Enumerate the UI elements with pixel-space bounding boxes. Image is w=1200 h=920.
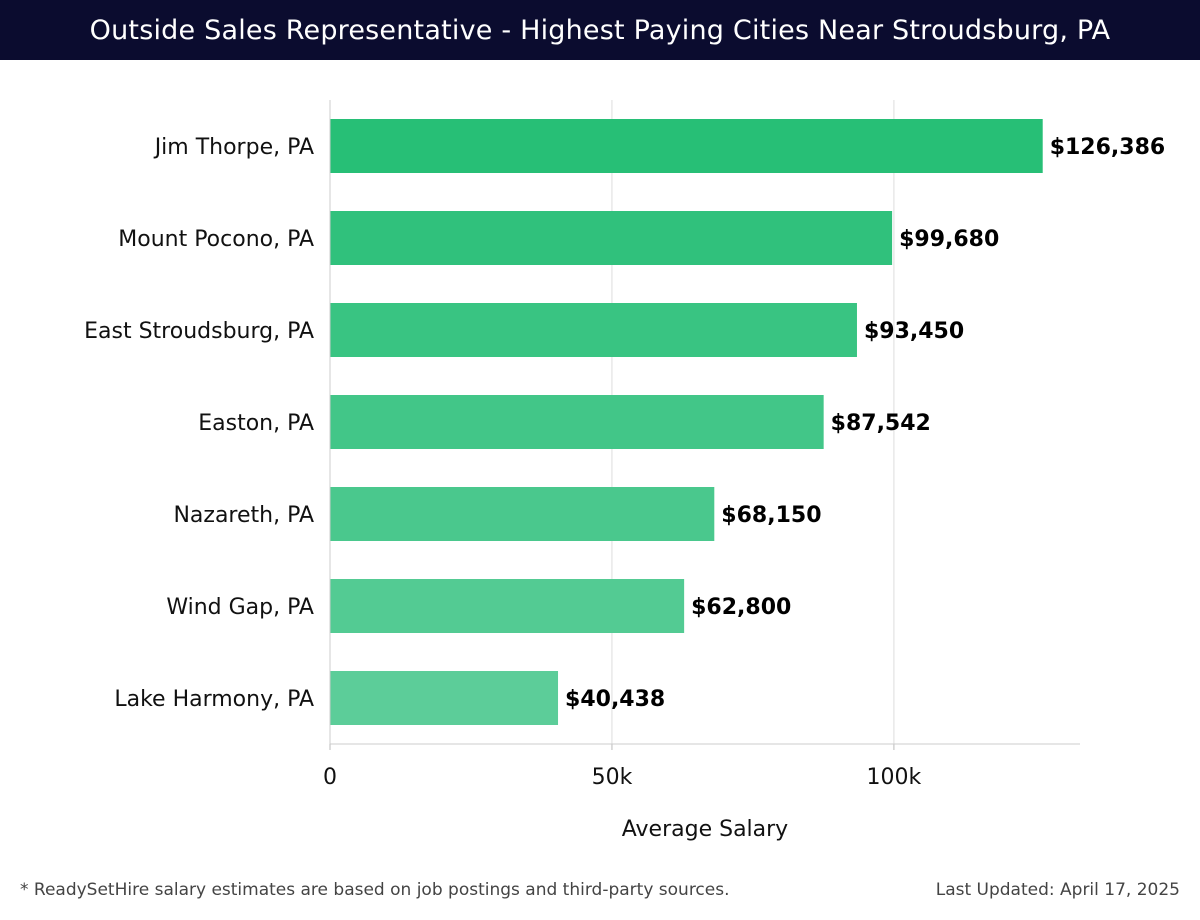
category-label: Jim Thorpe, PA [153, 135, 314, 160]
bar-layer [330, 119, 1043, 725]
category-label: Lake Harmony, PA [114, 687, 314, 712]
category-label: Wind Gap, PA [166, 595, 314, 620]
bar [330, 671, 559, 725]
bar [330, 487, 715, 541]
category-label: Mount Pocono, PA [118, 227, 314, 252]
value-label: $40,438 [565, 687, 665, 712]
axis-layer: 0 50k 100k [323, 100, 1080, 790]
footer-disclaimer: * ReadySetHire salary estimates are base… [20, 880, 730, 900]
bar [330, 303, 857, 357]
chart-title: Outside Sales Representative - Highest P… [89, 14, 1111, 46]
title-bar: Outside Sales Representative - Highest P… [0, 0, 1200, 60]
category-label: Nazareth, PA [173, 503, 314, 528]
value-label: $99,680 [899, 227, 999, 252]
salary-bar-chart: Jim Thorpe, PA $126,386 Mount Pocono, PA $9… [84, 100, 1165, 842]
value-label: $62,800 [691, 595, 791, 620]
bar [330, 395, 824, 449]
x-axis-title: Average Salary [622, 817, 788, 842]
value-label: $87,542 [831, 411, 931, 436]
bar [330, 579, 685, 633]
bar [330, 119, 1043, 173]
value-label: $126,386 [1050, 135, 1166, 160]
value-label: $93,450 [864, 319, 964, 344]
value-label: $68,150 [721, 503, 821, 528]
footer-last-updated: Last Updated: April 17, 2025 [935, 880, 1180, 900]
x-tick-label: 50k [592, 765, 633, 790]
x-tick-label: 0 [323, 765, 337, 790]
category-label: Easton, PA [198, 411, 314, 436]
bar [330, 211, 893, 265]
label-layer: Jim Thorpe, PA $126,386 Mount Pocono, PA $9… [84, 135, 1165, 712]
category-label: East Stroudsburg, PA [84, 319, 314, 344]
x-tick-label: 100k [867, 765, 922, 790]
